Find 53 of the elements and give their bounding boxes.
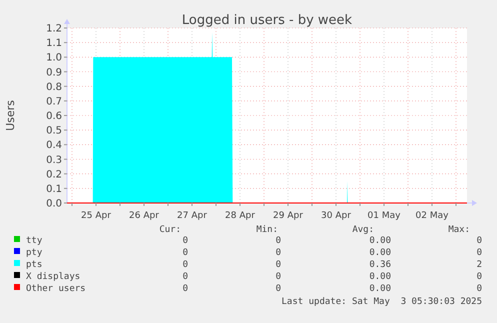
text: Cur: <box>159 225 181 235</box>
text: Max: <box>448 225 470 235</box>
text: 0 <box>476 284 482 294</box>
chart-title: Logged in users - by week <box>182 13 353 28</box>
text: 0 <box>182 236 188 246</box>
x-tick-label: 28 Apr <box>225 211 256 221</box>
y-tick-label: 0.2 <box>46 169 62 180</box>
text: 0 <box>276 260 281 270</box>
text: 0.00 <box>369 236 391 246</box>
text: Min: <box>256 225 278 235</box>
x-tick-label: 26 Apr <box>129 211 160 221</box>
text: 0 <box>182 284 188 294</box>
text: 0 <box>276 272 281 282</box>
legend-label: tty <box>26 236 43 246</box>
y-tick-label: 0.3 <box>46 154 62 166</box>
text: 0.00 <box>369 284 391 294</box>
text: Last update: Sat May 3 05:30:03 2025 <box>282 297 482 307</box>
y-tick-label: 0.5 <box>46 126 62 137</box>
x-tick-label: 02 May <box>416 211 450 221</box>
y-axis-title: Users <box>4 100 17 131</box>
x-tick-label: 30 Apr <box>321 211 352 221</box>
x-tick-label: 29 Apr <box>273 211 304 221</box>
text: 0 <box>182 260 188 270</box>
text: Avg: <box>352 225 374 235</box>
legend-label: Other users <box>26 284 86 294</box>
y-tick-label: 0.9 <box>46 67 62 78</box>
x-tick-label: 01 May <box>368 211 402 221</box>
y-tick-label: 0.7 <box>46 96 62 108</box>
text: 0 <box>276 248 281 258</box>
text: 0 <box>476 248 482 258</box>
legend-label: X displays <box>26 272 80 282</box>
legend-label: pty <box>26 248 43 258</box>
legend-label: pts <box>26 260 42 270</box>
y-tick-label: 0.0 <box>46 198 62 210</box>
x-tick-label: 27 Apr <box>177 211 208 221</box>
text: 0.36 <box>369 260 391 270</box>
x-tick-label: 25 Apr <box>81 211 112 221</box>
y-tick-label: 1.0 <box>46 52 62 64</box>
text: 0 <box>182 272 188 282</box>
y-tick-label: 0.4 <box>46 140 62 152</box>
y-tick-label: 0.6 <box>46 111 62 122</box>
y-tick-label: 0.8 <box>46 82 62 93</box>
text: 0 <box>276 284 281 294</box>
y-tick-label: 0.1 <box>46 184 62 195</box>
text: 0.00 <box>369 248 391 258</box>
text: 2 <box>476 260 482 270</box>
text: 0 <box>476 272 482 282</box>
text: 0 <box>182 248 188 258</box>
text: 0.00 <box>369 272 391 282</box>
text: 0 <box>476 236 482 246</box>
y-tick-label: 1.1 <box>46 38 62 50</box>
y-tick-label: 1.2 <box>46 24 62 34</box>
text: 0 <box>276 236 281 246</box>
